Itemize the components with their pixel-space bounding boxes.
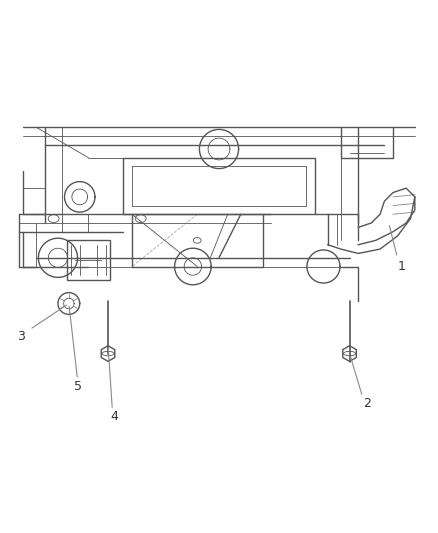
FancyBboxPatch shape xyxy=(67,240,110,279)
Text: 3: 3 xyxy=(17,329,25,343)
Text: 5: 5 xyxy=(74,379,81,393)
Text: 1: 1 xyxy=(398,260,406,273)
Polygon shape xyxy=(101,346,115,361)
Polygon shape xyxy=(343,346,357,361)
Text: 4: 4 xyxy=(111,410,119,423)
Text: 2: 2 xyxy=(363,397,371,410)
